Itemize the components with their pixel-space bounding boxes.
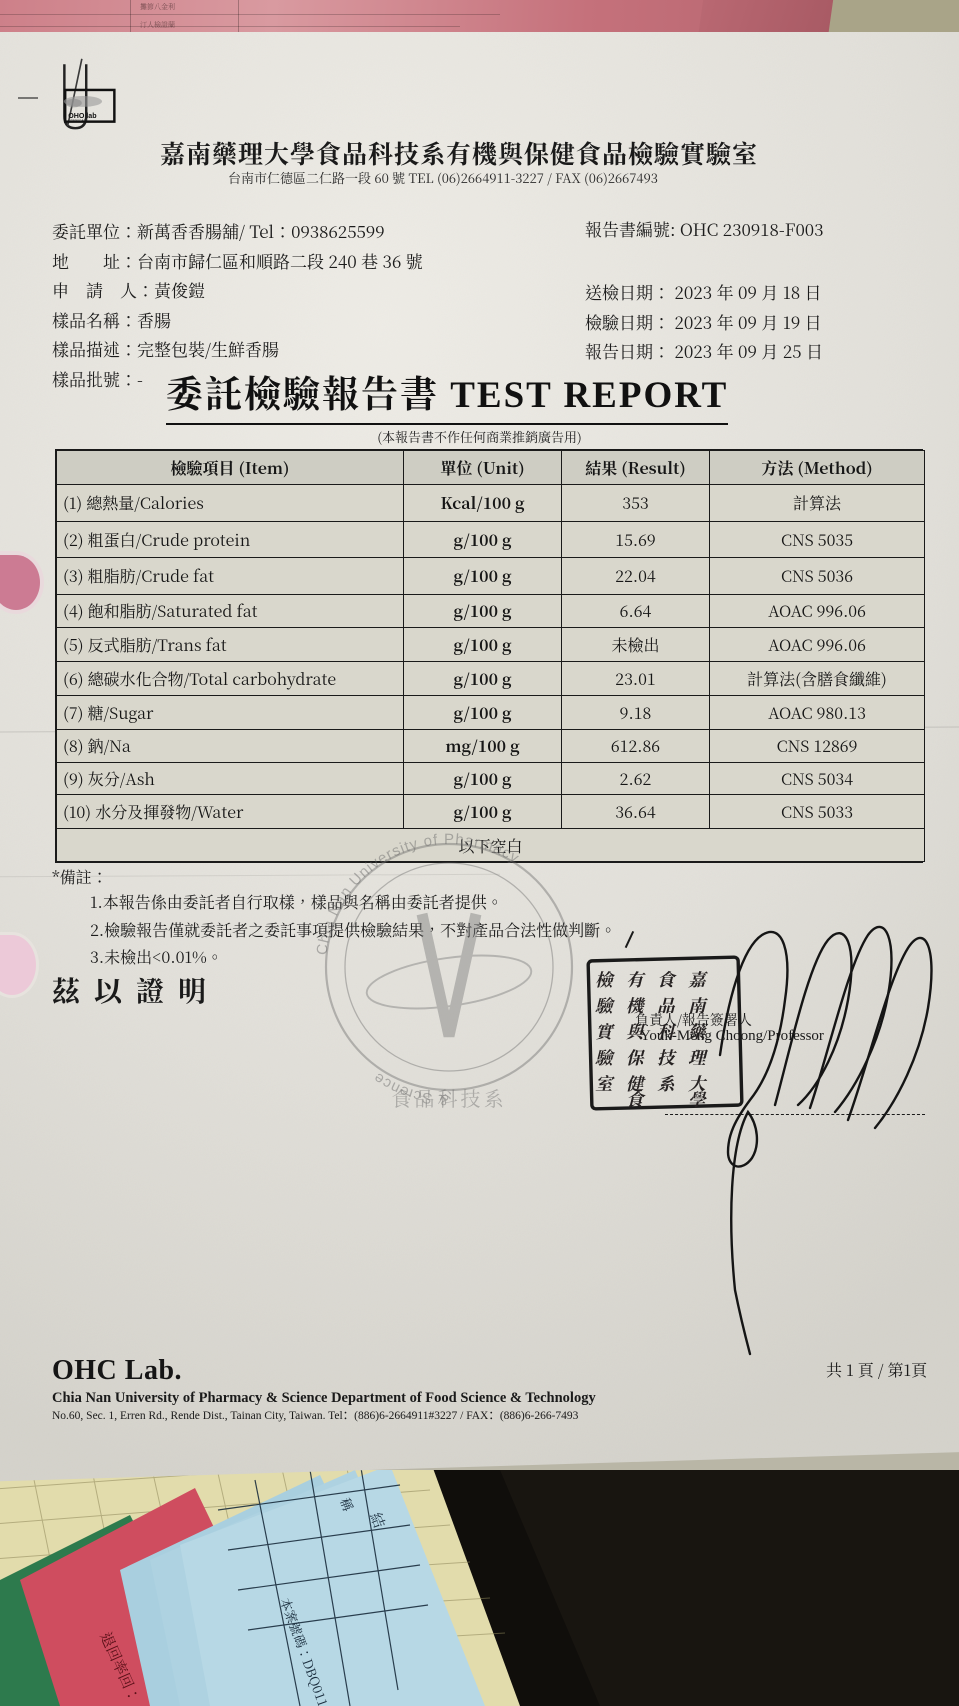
svg-text:驗: 驗 <box>594 993 616 1018</box>
svg-text:食品科技系: 食品科技系 <box>392 1083 507 1112</box>
svg-text:Chia Nan University of Pharmac: Chia Nan University of Pharmacy <box>314 831 523 956</box>
svg-text:實: 實 <box>595 1019 615 1044</box>
svg-text:系: 系 <box>657 1071 677 1096</box>
svg-text:保: 保 <box>626 1045 646 1070</box>
svg-text:室: 室 <box>595 1071 615 1096</box>
svg-text:技: 技 <box>657 1045 677 1070</box>
svg-text:檢: 檢 <box>595 967 615 992</box>
svg-text:食: 食 <box>657 967 677 992</box>
svg-text:有: 有 <box>626 967 646 992</box>
svg-text:C H E M I C A L S: C H E M I C A L S <box>68 119 88 122</box>
svg-text:驗: 驗 <box>594 1045 616 1070</box>
